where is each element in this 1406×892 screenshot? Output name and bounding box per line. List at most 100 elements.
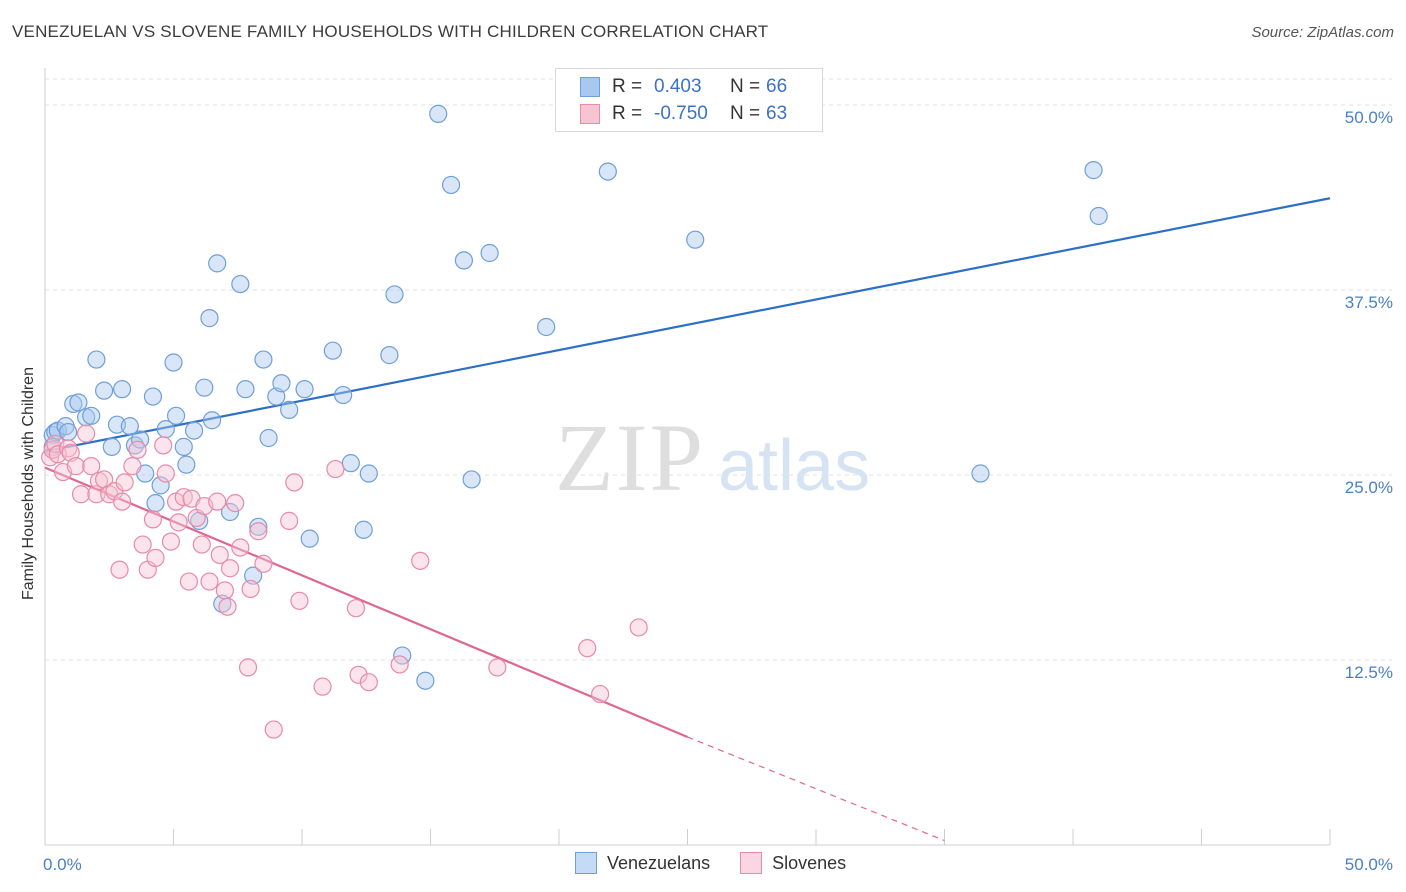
legend-swatch-venezuelans <box>580 77 600 97</box>
point-venezuelans <box>300 529 319 548</box>
point-slovenes <box>200 572 219 591</box>
series-legend: Venezuelans Slovenes <box>575 852 876 874</box>
r-label: R = <box>612 76 643 97</box>
y-tick-label: 25.0% <box>1345 478 1393 497</box>
point-venezuelans <box>69 393 88 412</box>
point-venezuelans <box>359 464 378 483</box>
legend-item-slovenes[interactable]: Slovenes <box>740 852 846 874</box>
point-slovenes <box>313 677 332 696</box>
point-slovenes <box>220 559 240 578</box>
point-venezuelans <box>220 502 240 522</box>
point-slovenes <box>241 579 260 599</box>
point-venezuelans <box>87 350 106 369</box>
point-slovenes <box>82 457 101 476</box>
point-venezuelans <box>82 406 101 425</box>
point-venezuelans <box>259 428 278 448</box>
point-venezuelans <box>334 385 353 405</box>
point-slovenes <box>218 597 237 616</box>
point-slovenes <box>128 440 147 459</box>
point-slovenes <box>249 522 268 541</box>
point-slovenes <box>226 494 245 513</box>
point-slovenes <box>146 548 165 567</box>
point-slovenes <box>154 436 173 455</box>
n-value: 66 <box>766 76 788 97</box>
point-slovenes <box>169 513 188 532</box>
point-venezuelans <box>454 251 474 270</box>
point-venezuelans <box>971 464 990 483</box>
point-venezuelans <box>102 437 121 456</box>
point-slovenes <box>174 488 193 507</box>
point-slovenes <box>143 510 163 529</box>
point-slovenes <box>488 658 507 677</box>
point-slovenes <box>264 720 283 739</box>
chart-title: VENEZUELAN VS SLOVENE FAMILY HOUSEHOLDS … <box>12 22 769 41</box>
point-venezuelans <box>166 406 186 425</box>
point-venezuelans <box>1089 206 1108 226</box>
point-slovenes <box>123 457 142 476</box>
point-slovenes <box>210 545 229 565</box>
y-tick-label: 37.5% <box>1345 293 1393 312</box>
point-slovenes <box>71 485 91 504</box>
trend-lines <box>44 197 1331 842</box>
x-tick-label: 50.0% <box>1345 855 1393 874</box>
point-venezuelans <box>143 387 163 406</box>
point-slovenes <box>411 551 430 570</box>
point-venezuelans <box>272 374 291 393</box>
point-venezuelans <box>130 430 150 449</box>
point-venezuelans <box>120 417 139 436</box>
point-venezuelans <box>462 470 481 489</box>
point-venezuelans <box>231 274 250 294</box>
point-slovenes <box>629 618 648 637</box>
point-slovenes <box>215 581 234 600</box>
point-venezuelans <box>146 494 165 513</box>
r-value: -0.750 <box>654 103 708 124</box>
legend-swatch-venezuelans <box>575 852 597 874</box>
source-label: Source: ZipAtlas.com <box>1251 24 1394 41</box>
point-slovenes <box>61 443 80 462</box>
tick-labels: 12.5% 25.0% 37.5% 50.0% 0.0% 50.0% <box>43 108 1393 874</box>
point-slovenes <box>192 535 211 554</box>
point-slovenes <box>290 591 309 610</box>
point-venezuelans <box>323 341 342 360</box>
trend-line-slovenes <box>44 466 688 738</box>
point-slovenes <box>578 639 597 658</box>
r-value: 0.403 <box>654 76 702 97</box>
point-venezuelans <box>354 520 373 539</box>
point-venezuelans <box>441 175 461 195</box>
point-venezuelans <box>295 380 314 399</box>
axes <box>44 68 1331 846</box>
point-slovenes <box>349 665 368 684</box>
point-venezuelans <box>429 104 448 123</box>
y-tick-label: 50.0% <box>1345 108 1393 127</box>
point-venezuelans <box>537 317 556 337</box>
y-axis-label: Family Households with Children <box>20 367 37 600</box>
point-venezuelans <box>280 400 299 419</box>
point-slovenes <box>254 554 273 573</box>
data-points <box>41 104 1108 739</box>
point-slovenes <box>591 684 610 704</box>
point-venezuelans <box>195 378 214 397</box>
legend-swatch-slovenes <box>580 104 600 124</box>
legend-label-slovenes: Slovenes <box>772 852 847 873</box>
point-slovenes <box>231 538 250 557</box>
point-venezuelans <box>686 230 705 249</box>
point-slovenes <box>238 658 258 677</box>
point-venezuelans <box>598 162 617 181</box>
point-venezuelans <box>480 243 499 263</box>
point-venezuelans <box>236 380 255 399</box>
point-slovenes <box>179 572 199 591</box>
correlation-legend: R = 0.403 N = 66 R = -0.750 N = 63 <box>555 68 823 132</box>
point-venezuelans <box>164 353 183 372</box>
point-venezuelans <box>416 671 435 690</box>
point-slovenes <box>87 485 106 504</box>
point-venezuelans <box>177 455 196 474</box>
point-slovenes <box>133 535 152 554</box>
legend-swatch-slovenes <box>740 852 763 874</box>
legend-item-venezuelans[interactable]: Venezuelans <box>575 852 710 874</box>
point-slovenes <box>346 599 366 618</box>
point-venezuelans <box>244 566 263 585</box>
point-venezuelans <box>95 381 114 400</box>
point-venezuelans <box>202 411 222 430</box>
point-slovenes <box>161 532 181 551</box>
